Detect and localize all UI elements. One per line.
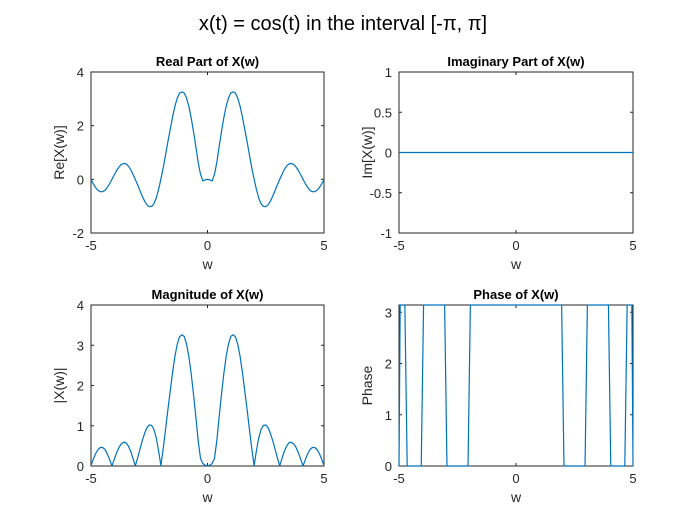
x-tick-label: 0 (512, 471, 519, 486)
series-line (90, 91, 325, 208)
y-tick-label: 4 (77, 298, 84, 313)
y-axis-label: Im[X(w)] (359, 126, 375, 178)
x-tick-label: 0 (204, 238, 211, 253)
panel-title: Real Part of X(w) (156, 54, 259, 69)
figure-title: x(t) = cos(t) in the interval [-π, π] (199, 13, 487, 35)
y-axis-label: Phase (359, 365, 375, 405)
series-line (398, 304, 634, 467)
panel-title: Magnitude of X(w) (152, 287, 264, 302)
panel-title: Phase of X(w) (473, 287, 558, 302)
y-tick-label: 0 (385, 146, 392, 161)
y-tick-label: 2 (77, 379, 84, 394)
axes-box (90, 304, 325, 467)
x-tick-label: -5 (393, 471, 405, 486)
axes-box (90, 71, 325, 234)
panel-real-part: Real Part of X(w) w Re[X(w)] -5 0 5 -2 0 2 4 (51, 54, 328, 272)
y-axis-label: |X(w)| (51, 367, 67, 403)
panel-imaginary-part: Imaginary Part of X(w) w Im[X(w)] -5 0 5 -1… (359, 54, 637, 272)
y-tick-label: -1 (380, 226, 392, 241)
y-tick-label: 1 (77, 419, 84, 434)
y-axis-label: Re[X(w)] (51, 125, 67, 179)
x-axis-label: w (510, 256, 522, 272)
x-tick-label: 5 (629, 471, 636, 486)
panel-title: Imaginary Part of X(w) (447, 54, 584, 69)
y-tick-label: 1 (385, 65, 392, 80)
y-tick-label: 0.5 (374, 105, 392, 120)
x-tick-label: -5 (393, 238, 405, 253)
x-tick-label: 5 (320, 238, 327, 253)
y-tick-label: 4 (77, 65, 84, 80)
x-tick-label: -5 (85, 238, 97, 253)
x-tick-label: 5 (629, 238, 636, 253)
y-tick-label: 0 (77, 172, 84, 187)
series-line (90, 334, 325, 467)
x-tick-label: 5 (320, 471, 327, 486)
x-axis-label: w (201, 489, 213, 505)
y-tick-label: 2 (385, 357, 392, 372)
y-tick-label: 2 (77, 119, 84, 134)
y-tick-label: 3 (77, 338, 84, 353)
y-tick-label: 3 (385, 305, 392, 320)
x-tick-label: -5 (85, 471, 97, 486)
x-tick-label: 0 (512, 238, 519, 253)
y-tick-label: -0.5 (370, 186, 392, 201)
x-axis-label: w (201, 256, 213, 272)
y-tick-label: 0 (385, 459, 392, 474)
x-tick-label: 0 (204, 471, 211, 486)
y-tick-label: -2 (72, 226, 84, 241)
y-tick-label: 1 (385, 408, 392, 423)
x-axis-label: w (510, 489, 522, 505)
axes-box (398, 304, 634, 467)
y-tick-label: 0 (77, 459, 84, 474)
